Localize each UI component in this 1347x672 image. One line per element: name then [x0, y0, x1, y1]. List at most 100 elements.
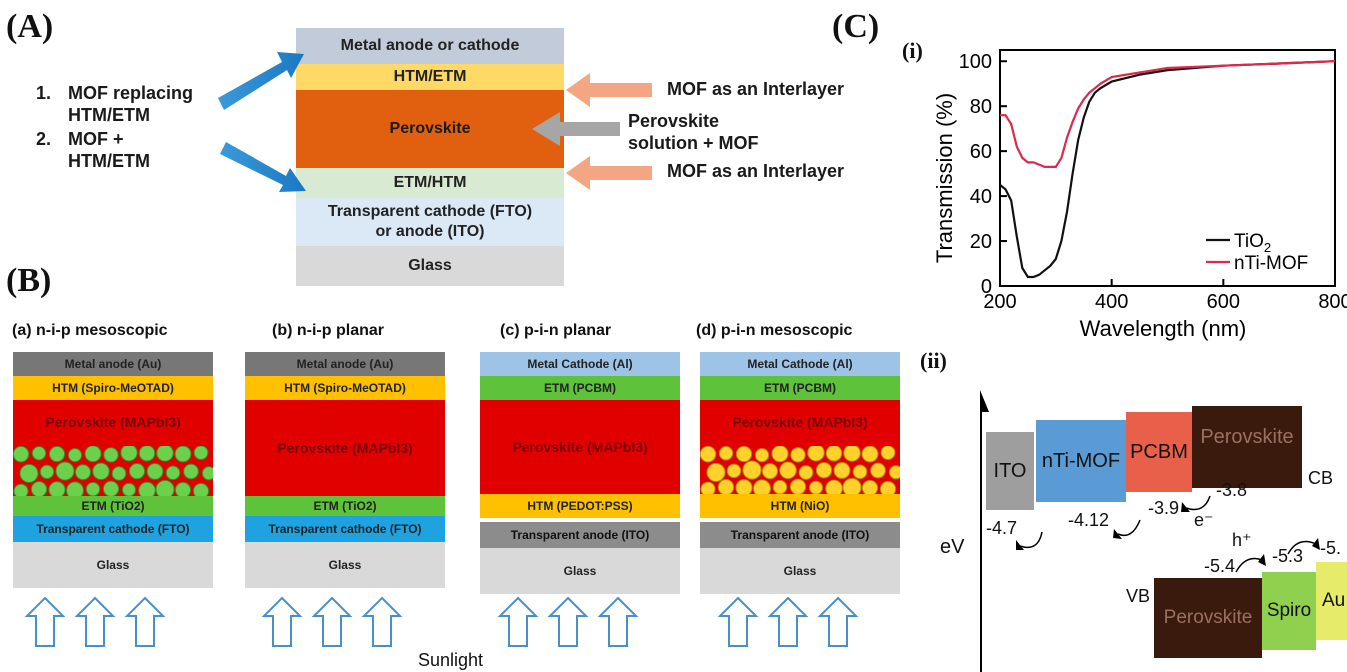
- particle-icon: [842, 477, 862, 498]
- list-item-1: MOF replacing HTM/ETM: [68, 83, 194, 125]
- device-c-layer-2: ETM (PCBM): [480, 376, 680, 400]
- energy-axis-arrow-icon: [980, 390, 989, 672]
- device-b-layer-2: HTM (Spiro-MeOTAD): [245, 376, 445, 400]
- transfer-arrows: [1016, 495, 1320, 573]
- x-tick-label: 400: [1095, 291, 1128, 313]
- y-tick-label: 100: [959, 51, 992, 73]
- particle-icon: [201, 466, 217, 481]
- particle-icon: [742, 460, 762, 480]
- device-d-lower: Transparent anode (ITO) Glass: [700, 522, 900, 594]
- particle-icon: [888, 465, 904, 480]
- plot-frame: [999, 49, 1336, 287]
- particle-icon: [879, 480, 897, 498]
- perovskite-vb-label: Perovskite: [1163, 607, 1253, 628]
- particle-icon: [772, 479, 788, 495]
- device-d-layer-1: Metal Cathode (Al): [700, 352, 900, 376]
- particle-icon: [699, 445, 717, 463]
- perovskite-mof-label: Perovskite solution + MOF: [628, 111, 759, 153]
- device-b-title: (b) n-i-p planar: [272, 322, 384, 339]
- particle-icon: [65, 481, 85, 500]
- particle-icon: [55, 461, 75, 481]
- series-line-nti-mof: [1000, 60, 1336, 168]
- device-d-layer-3: Perovskite (MAPbI3): [700, 400, 900, 446]
- sunlight-label: Sunlight: [418, 650, 484, 670]
- interlayer-bottom-label: MOF as an Interlayer: [667, 161, 845, 181]
- particle-icon: [717, 478, 735, 496]
- transfer-arrow-icon: [1235, 557, 1263, 573]
- layer-metal-electrode: Metal anode or cathode: [296, 28, 564, 64]
- particle-icon: [156, 444, 174, 462]
- particle-icon: [825, 479, 843, 498]
- particle-icon: [808, 480, 824, 495]
- particle-icon: [92, 462, 110, 481]
- sunlight-arrow-icon: [597, 596, 639, 647]
- transfer-arrow-icon: [1287, 540, 1317, 555]
- particle-icon: [779, 461, 797, 480]
- sunlight-arrow-icon: [361, 596, 403, 647]
- vb-label: VB: [1126, 586, 1151, 606]
- device-a-mesoporous: [12, 443, 217, 500]
- particle-icon: [798, 465, 814, 480]
- list-item-2: MOF + HTM/ETM: [68, 129, 150, 171]
- device-a-layer-4: ETM (TiO2): [13, 496, 213, 516]
- device-a-stack: Metal anode (Au) HTM (Spiro-MeOTAD) Pero…: [12, 352, 217, 516]
- particle-icon: [48, 445, 66, 463]
- particle-icon: [183, 463, 199, 480]
- particle-icon: [19, 463, 39, 483]
- perovskite-vb-box: Perovskite: [1154, 578, 1262, 658]
- particle-icon: [128, 463, 146, 480]
- particle-icon: [833, 462, 851, 479]
- layer-perovskite: Perovskite: [296, 90, 564, 168]
- particle-icon: [735, 445, 753, 463]
- device-d-layer-5: Transparent anode (ITO): [700, 522, 900, 548]
- particle-icon: [103, 447, 119, 463]
- spiro-box: Spiro: [1262, 572, 1316, 650]
- particle-icon: [192, 482, 210, 500]
- particle-icon: [861, 479, 879, 497]
- blue-arrow-up-icon: [218, 52, 304, 110]
- device-c-layer-1: Metal Cathode (Al): [480, 352, 680, 376]
- au-box: Au: [1316, 562, 1347, 640]
- device-d-mesoporous: [699, 443, 904, 498]
- particle-icon: [13, 483, 29, 499]
- panel-b-label: (B): [6, 262, 52, 299]
- particle-icon: [735, 479, 753, 497]
- perovskite-cb-label: Perovskite: [1200, 426, 1294, 448]
- particle-icon: [165, 465, 181, 481]
- device-b-layer-3: Perovskite (MAPbI3): [245, 400, 445, 496]
- device-c-stack: Metal Cathode (Al) ETM (PCBM) Perovskite…: [480, 352, 680, 518]
- list-num-1: 1.: [36, 83, 52, 103]
- electron-label: e⁻: [1194, 510, 1214, 530]
- particle-icon: [84, 445, 102, 463]
- sunlight-arrow-icon: [817, 596, 859, 647]
- particle-icon: [789, 478, 807, 495]
- device-d-layer-6: Glass: [700, 548, 900, 594]
- particle-icon: [700, 481, 716, 497]
- panel-c-label: (C): [832, 8, 880, 45]
- cb-label: CB: [1308, 468, 1334, 488]
- particle-icon: [880, 445, 896, 461]
- particle-icon: [754, 448, 770, 463]
- device-c-title: (c) p-i-n planar: [500, 322, 612, 339]
- device-d-title: (d) p-i-n mesoscopic: [696, 322, 853, 339]
- particle-icon: [752, 479, 772, 498]
- sunlight-arrow-icon: [497, 596, 539, 647]
- transfer-arrow-icon: [1019, 531, 1043, 549]
- particle-icon: [815, 462, 833, 479]
- x-tick-label: 600: [1207, 291, 1240, 313]
- particle-icon: [31, 446, 47, 461]
- legend-label: TiO2: [1234, 231, 1271, 255]
- device-b-layer-1: Metal anode (Au): [245, 352, 445, 376]
- sunlight-arrow-icon: [767, 596, 809, 647]
- y-tick-label: 0: [981, 276, 992, 298]
- particle-icon: [825, 444, 843, 462]
- device-d-layer-2: ETM (PCBM): [700, 376, 900, 400]
- layer-htm-etm: HTM/ETM: [296, 64, 564, 90]
- ito-box: ITO: [986, 432, 1034, 510]
- particle-icon: [852, 464, 868, 480]
- particle-icon: [138, 444, 156, 462]
- mesoporous-particles-icon: [12, 443, 217, 500]
- device-b-stack: Metal anode (Au) HTM (Spiro-MeOTAD) Pero…: [245, 352, 445, 516]
- particle-icon: [193, 445, 209, 461]
- particle-icon: [870, 462, 886, 479]
